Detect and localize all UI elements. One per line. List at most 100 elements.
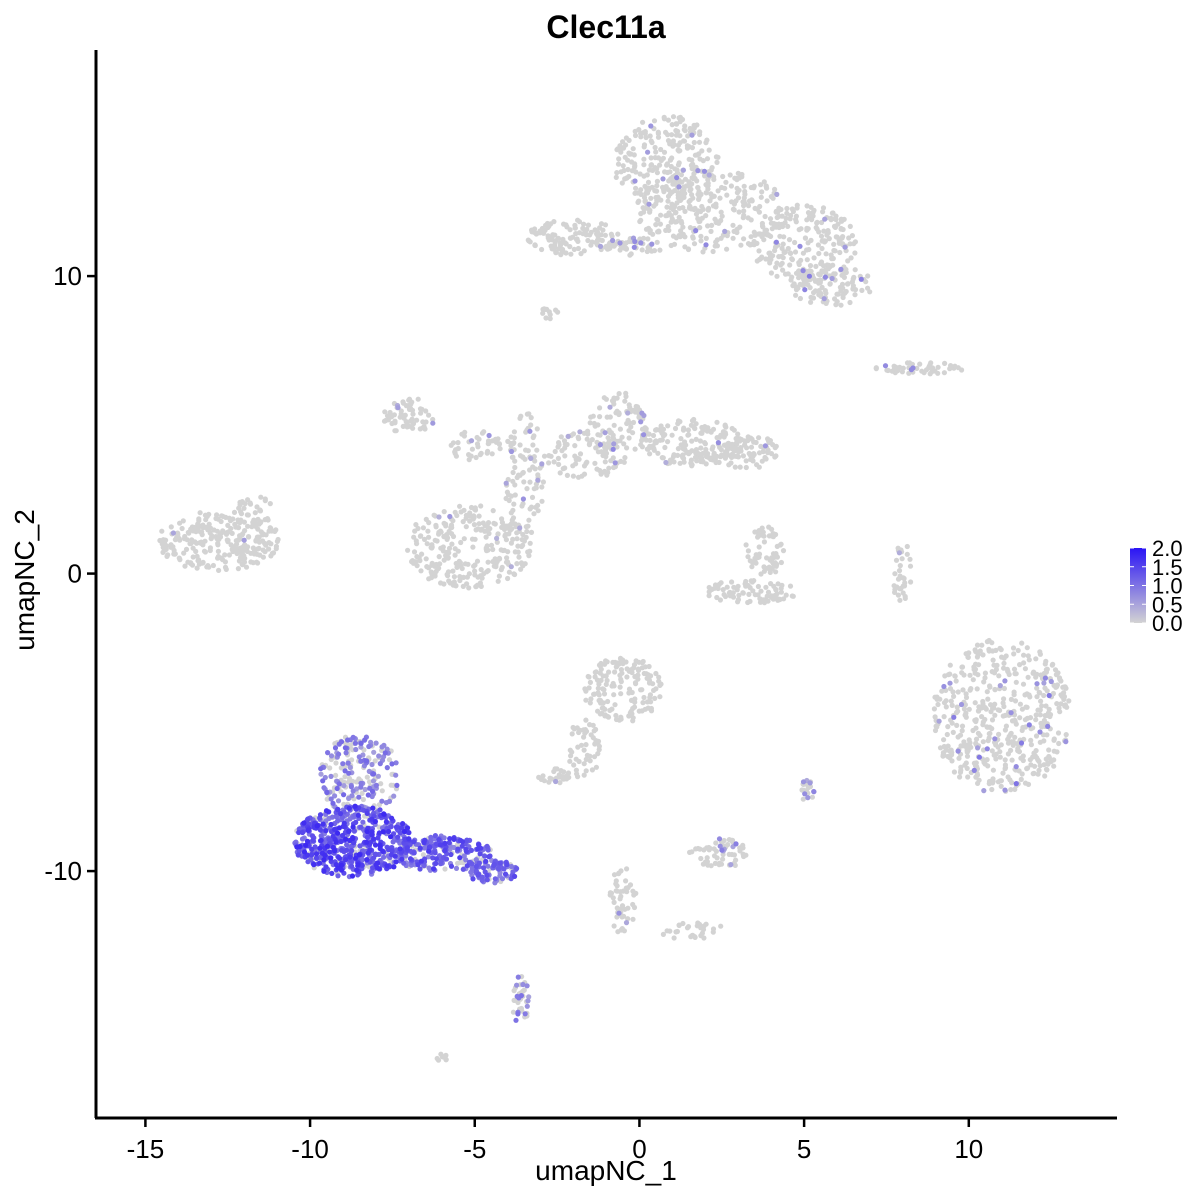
- cell-point-expressing: [369, 788, 376, 794]
- cell-point: [765, 450, 771, 456]
- cell-point-expressing: [343, 750, 349, 756]
- cell-point: [1043, 766, 1050, 772]
- cell-point: [992, 686, 998, 693]
- cell-point: [980, 652, 986, 658]
- cell-point: [251, 551, 257, 557]
- cell-point: [763, 456, 769, 462]
- cell-point: [840, 294, 846, 301]
- cell-point: [738, 436, 745, 443]
- cell-point: [693, 421, 699, 427]
- cell-point: [982, 675, 988, 681]
- cell-point: [767, 216, 774, 222]
- cell-point: [450, 568, 456, 574]
- cell-point: [679, 220, 685, 226]
- cell-point: [1051, 757, 1057, 763]
- cell-point: [800, 250, 807, 256]
- cell-point: [820, 205, 827, 211]
- cell-point: [450, 518, 456, 524]
- cell-point: [652, 165, 658, 171]
- cell-point: [1018, 776, 1024, 783]
- cell-point: [622, 906, 628, 912]
- cell-point: [575, 245, 582, 252]
- cell-point-expressing: [706, 172, 712, 178]
- cell-point-expressing: [359, 857, 365, 863]
- cell-point: [714, 159, 720, 165]
- cell-point: [1037, 712, 1043, 718]
- cell-point: [740, 590, 746, 596]
- cell-point: [715, 585, 721, 592]
- cell-point-expressing: [443, 856, 450, 862]
- cell-point-expressing: [611, 441, 617, 447]
- cell-point: [648, 195, 654, 201]
- cell-point: [766, 439, 772, 446]
- cell-point: [1000, 700, 1006, 706]
- cell-point-expressing: [323, 828, 329, 834]
- x-tick-label: -10: [291, 1134, 329, 1164]
- cell-point: [766, 524, 772, 530]
- cell-point: [231, 509, 238, 515]
- cell-point-expressing: [323, 808, 330, 814]
- cell-point: [830, 262, 836, 268]
- cell-point-expressing: [373, 782, 379, 789]
- cell-point: [959, 728, 965, 734]
- cell-point: [722, 593, 729, 600]
- cell-point-expressing: [520, 496, 527, 502]
- cell-point-expressing: [407, 856, 414, 862]
- cell-point: [895, 576, 902, 582]
- cell-point-expressing: [342, 745, 348, 751]
- cell-point-expressing: [492, 876, 498, 882]
- cell-point: [585, 237, 591, 244]
- cell-point: [948, 363, 954, 369]
- cell-point: [695, 185, 701, 191]
- cell-point-expressing: [1048, 678, 1054, 685]
- cell-point: [613, 174, 619, 180]
- cell-point: [831, 241, 837, 247]
- cell-point-expressing: [822, 216, 828, 222]
- cell-point: [727, 172, 733, 178]
- cell-point: [849, 233, 856, 239]
- cell-point: [983, 706, 989, 712]
- cell-point: [654, 239, 660, 245]
- cell-point: [597, 225, 603, 231]
- cell-point: [663, 227, 669, 233]
- cell-point: [709, 165, 715, 171]
- cell-point: [701, 923, 707, 929]
- cell-point: [604, 659, 610, 665]
- cell-point: [841, 274, 848, 280]
- cell-point-expressing: [822, 274, 829, 280]
- cell-point: [580, 225, 586, 231]
- cell-point: [939, 688, 945, 694]
- cell-point-expressing: [508, 448, 515, 455]
- cell-point: [740, 851, 746, 857]
- cell-point: [508, 510, 514, 516]
- cell-point-expressing: [971, 767, 977, 774]
- cell-point: [823, 267, 829, 273]
- cell-point-expressing: [324, 843, 330, 849]
- cell-point-expressing: [365, 792, 371, 798]
- cell-point: [540, 479, 547, 485]
- cell-point: [223, 531, 230, 537]
- cell-point: [484, 569, 490, 575]
- cell-point: [935, 364, 941, 370]
- cell-point-expressing: [317, 860, 323, 866]
- cell-point: [693, 436, 699, 442]
- cell-point: [705, 177, 711, 183]
- cell-point: [778, 559, 785, 566]
- cell-point: [241, 519, 247, 525]
- cell-point: [611, 243, 617, 249]
- cell-point-expressing: [318, 837, 324, 843]
- cell-point: [706, 593, 712, 599]
- cell-point: [741, 236, 747, 242]
- cell-point: [1012, 786, 1018, 793]
- cell-point-expressing: [955, 748, 961, 754]
- cell-point: [333, 760, 339, 766]
- cell-point: [997, 645, 1003, 651]
- cell-point: [702, 440, 708, 446]
- cell-point-expressing: [446, 840, 452, 846]
- cell-point: [943, 747, 949, 753]
- cell-point: [241, 505, 247, 511]
- cell-point: [648, 138, 654, 144]
- cell-point-expressing: [436, 837, 442, 843]
- cell-point: [620, 163, 626, 169]
- cell-point: [645, 672, 651, 678]
